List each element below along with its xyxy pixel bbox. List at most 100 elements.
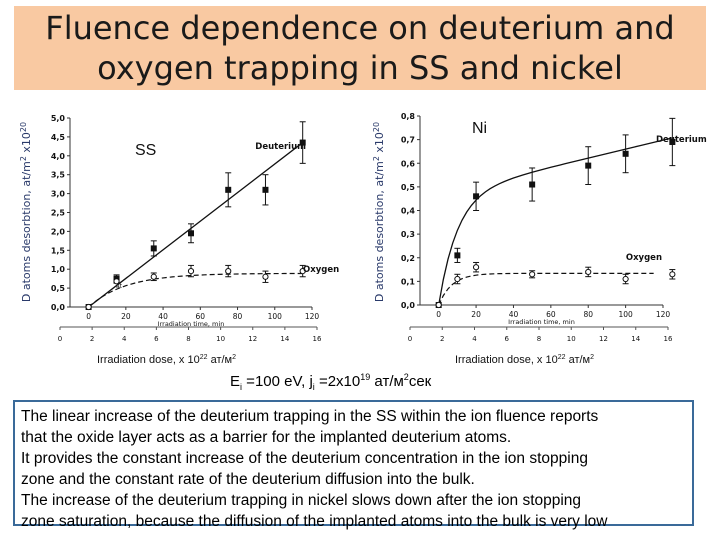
description-line: that the oxide layer acts as a barrier f…	[21, 429, 512, 446]
data-point-deuterium	[188, 230, 194, 237]
x-tick-label-time: 120	[656, 310, 671, 319]
x-tick-label-dose: 4	[122, 335, 127, 343]
data-point-oxygen	[262, 273, 269, 280]
data-point-oxygen	[622, 275, 629, 283]
x-axis-label-dose: Irradiation dose, x 1022 ат/м2	[455, 354, 594, 366]
data-point-oxygen	[150, 273, 157, 280]
data-point-deuterium	[622, 150, 629, 157]
x-tick-label-dose: 4	[472, 335, 477, 343]
data-point-oxygen	[187, 267, 195, 275]
y-tick-label: 0,0	[401, 301, 416, 310]
x-tick-label-time: 20	[121, 312, 131, 321]
x-tick-label-time: 120	[305, 312, 320, 321]
data-point-deuterium	[299, 139, 306, 146]
charts-canvas: 0,00,51,01,52,02,53,03,54,04,55,00 20 40 60…	[19, 112, 707, 366]
x-tick-label-dose: 10	[567, 335, 576, 343]
x-tick-label-time: 60	[546, 310, 556, 319]
y-tick-label: 4,0	[51, 152, 66, 161]
series-label-oxygen: Oxygen	[626, 253, 662, 263]
y-tick-label: 5,0	[51, 114, 66, 123]
data-point-oxygen	[299, 267, 306, 275]
chart-ni: 0,00,10,20,30,40,50,60,70,80 20 40 60 80 100 1…	[372, 112, 707, 366]
data-point-deuterium	[225, 186, 232, 193]
y-tick-label: 4,5	[51, 133, 66, 142]
series-label-deuterium: Deuterium	[255, 142, 306, 152]
x-tick-label-time: 80	[233, 312, 243, 321]
panel-label: SS	[135, 142, 156, 159]
x-tick-label-dose: 0	[408, 335, 412, 343]
data-point-oxygen	[225, 267, 232, 275]
x-tick-label-dose: 12	[599, 335, 608, 343]
description-line: The linear increase of the deuterium tra…	[21, 408, 599, 425]
data-point-oxygen	[669, 271, 676, 278]
y-axis-label: D atoms desorbtion, at/m2 x1020	[19, 122, 33, 302]
series-line-deuterium	[88, 142, 304, 308]
data-point-deuterium	[454, 252, 461, 259]
y-tick-label: 0,5	[51, 284, 66, 293]
data-point-oxygen	[454, 275, 461, 283]
x-tick-label-dose: 2	[90, 335, 94, 343]
description-box: The linear increase of the deuterium tra…	[13, 400, 694, 530]
y-tick-label: 2,5	[51, 209, 66, 218]
x-tick-label-time: 80	[583, 310, 593, 319]
x-tick-label-time: 100	[618, 310, 633, 319]
y-axis-label: D atoms desorbtion, at/m2 x1020	[372, 122, 386, 302]
data-point-deuterium	[262, 186, 269, 193]
x-tick-label-dose: 14	[631, 335, 640, 343]
chart-ss: 0,0 0,5 1,0 1,5 2,0 2,5 3,0 3,5 4,0 4,5 5,0 0 20 40 60…	[19, 114, 339, 366]
description-line: zone saturation, because the diffusion o…	[21, 513, 608, 530]
series-label-oxygen: Oxygen	[303, 265, 339, 275]
series-line-oxygen	[438, 272, 654, 306]
data-point-deuterium	[473, 193, 480, 200]
x-tick-label-dose: 8	[537, 335, 541, 343]
description-line: zone and the constant rate of the deuter…	[21, 471, 475, 488]
x-tick-label-dose: 6	[505, 335, 510, 343]
small-annotation: at	[116, 283, 123, 290]
y-tick-label: 3,5	[51, 171, 66, 180]
y-tick-label: 0,2	[401, 254, 415, 263]
x-tick-label-dose: 10	[216, 335, 225, 343]
y-tick-label: 2,0	[51, 227, 66, 236]
x-tick-label-time: 60	[196, 312, 206, 321]
x-tick-label-dose: 16	[313, 335, 322, 343]
x-tick-label-dose: 8	[186, 335, 190, 343]
description-line: The increase of the deuterium trapping i…	[21, 492, 582, 509]
x-axis-label-time: Irradiation time, min	[158, 320, 225, 328]
x-tick-label-time: 40	[158, 312, 168, 321]
y-tick-label: 0,4	[401, 207, 416, 216]
y-tick-label: 1,0	[51, 265, 66, 274]
y-tick-label: 1,5	[51, 246, 66, 255]
page-title: Fluence dependence on deuterium and oxyg…	[45, 9, 675, 87]
data-point-oxygen	[529, 271, 536, 278]
x-tick-label-time: 20	[471, 310, 481, 319]
y-tick-label: 3,0	[51, 190, 66, 199]
series-line-deuterium	[438, 137, 673, 306]
x-tick-label-dose: 12	[248, 335, 257, 343]
x-tick-label-dose: 14	[280, 335, 289, 343]
y-tick-label: 0,5	[401, 183, 416, 192]
series-label-deuterium: Deuterium	[656, 135, 707, 145]
x-axis-label-dose: Irradiation dose, x 1022 ат/м2	[97, 354, 236, 366]
y-tick-label: 0,7	[401, 136, 415, 145]
x-tick-label-time: 0	[436, 310, 441, 319]
data-point-deuterium	[150, 245, 157, 252]
data-point-oxygen	[113, 278, 120, 285]
x-tick-label-time: 40	[509, 310, 519, 319]
y-tick-label: 0,0	[51, 303, 66, 312]
y-tick-label: 0,3	[401, 230, 415, 239]
data-point-oxygen	[585, 268, 592, 276]
x-tick-label-time: 100	[268, 312, 283, 321]
x-axis-label-time: Irradiation time, min	[508, 318, 575, 326]
data-point-oxygen	[472, 264, 480, 271]
x-tick-label-dose: 6	[154, 335, 159, 343]
data-point-deuterium	[529, 181, 536, 188]
panel-label: Ni	[472, 120, 487, 137]
data-point-oxygen	[435, 301, 442, 309]
data-point-deuterium	[585, 162, 592, 169]
y-tick-label: 0,8	[401, 112, 416, 121]
x-tick-label-dose: 2	[440, 335, 444, 343]
y-tick-label: 0,6	[401, 159, 416, 168]
x-tick-label-dose: 0	[58, 335, 62, 343]
series-line-oxygen	[88, 272, 303, 308]
x-tick-label-dose: 16	[664, 335, 673, 343]
